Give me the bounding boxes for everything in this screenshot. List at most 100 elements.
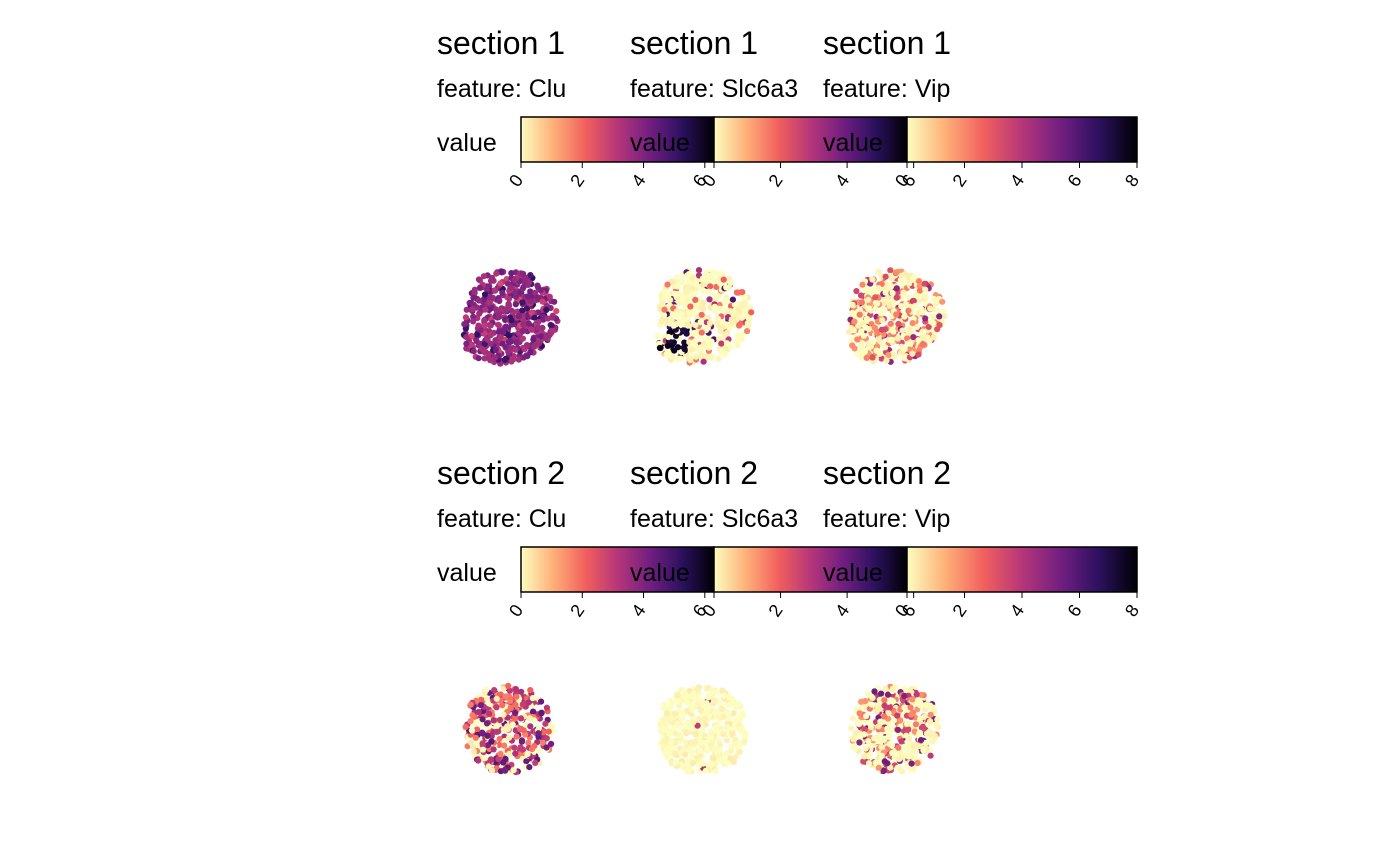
spot	[718, 340, 725, 347]
spot	[689, 706, 696, 713]
spot	[723, 321, 730, 328]
spot	[674, 720, 681, 727]
spot	[736, 748, 744, 756]
spot	[707, 283, 714, 290]
colorbar-title: value	[437, 559, 497, 587]
panel-subtitle: feature: Vip	[823, 75, 950, 103]
spot	[711, 709, 719, 716]
spot	[680, 689, 687, 696]
spot	[662, 717, 669, 724]
spot	[934, 716, 941, 723]
spot	[908, 329, 915, 336]
spot	[894, 712, 901, 719]
spot	[867, 692, 875, 699]
spot	[936, 313, 943, 320]
spot	[909, 350, 916, 357]
spot	[933, 723, 941, 730]
spot	[867, 721, 874, 728]
spot	[691, 694, 698, 701]
spot	[551, 298, 558, 305]
spot	[701, 715, 709, 722]
spot	[914, 759, 921, 767]
spot	[663, 710, 670, 717]
spot	[908, 711, 915, 718]
spot	[483, 720, 491, 727]
spot	[848, 336, 856, 344]
spot	[696, 717, 704, 724]
spot	[705, 338, 712, 345]
spot	[527, 349, 534, 356]
spot	[481, 341, 488, 348]
panel-title: section 1	[630, 25, 758, 61]
spot	[487, 340, 494, 347]
colorbar	[713, 116, 908, 163]
spot	[884, 725, 891, 732]
spot	[506, 750, 513, 758]
spot	[727, 344, 734, 351]
spot	[486, 710, 493, 717]
spot	[916, 283, 923, 290]
spot	[538, 333, 545, 340]
panel-title: section 1	[823, 25, 951, 61]
spot	[700, 760, 707, 767]
spot	[538, 698, 545, 705]
spot	[519, 335, 527, 342]
spot	[887, 267, 894, 274]
spot	[737, 728, 745, 735]
spot	[717, 270, 724, 277]
spot	[468, 727, 476, 734]
spot	[877, 731, 884, 739]
spot	[692, 730, 699, 738]
spot	[475, 297, 483, 304]
spot	[917, 715, 924, 722]
spot	[910, 276, 917, 283]
spot	[499, 328, 506, 335]
spot	[895, 320, 902, 328]
spot	[497, 280, 504, 287]
spot	[487, 331, 494, 338]
spot	[520, 321, 527, 328]
spot	[543, 334, 550, 341]
spot	[919, 309, 927, 316]
spot	[901, 346, 908, 353]
spot	[915, 351, 922, 358]
spot	[661, 306, 668, 313]
spot	[672, 750, 679, 757]
spot	[469, 305, 477, 312]
spot	[922, 739, 929, 747]
spot	[479, 742, 486, 749]
spot	[893, 294, 900, 301]
spot	[527, 298, 534, 305]
spot	[889, 685, 896, 692]
spot	[507, 704, 514, 712]
spot	[887, 282, 895, 290]
spot-scatter	[848, 683, 942, 775]
spot	[895, 744, 902, 751]
spot	[927, 752, 934, 759]
spot	[487, 294, 494, 301]
spot	[884, 691, 892, 698]
colorbar-tick-label: 0	[505, 171, 527, 191]
spot	[703, 739, 710, 746]
spot	[735, 336, 742, 343]
spot	[524, 750, 531, 758]
spot	[539, 739, 547, 746]
spot	[890, 351, 897, 358]
spot	[878, 355, 885, 362]
spot	[891, 755, 898, 762]
spot	[898, 303, 905, 310]
spot	[506, 295, 513, 302]
colorbar-tick-label: 2	[949, 171, 971, 191]
spot	[663, 736, 670, 743]
spot	[930, 334, 937, 341]
spot	[863, 354, 870, 361]
colorbar-tick-label: 2	[949, 601, 971, 621]
spot	[910, 297, 917, 305]
spot	[888, 336, 895, 343]
spot	[882, 344, 889, 351]
spot	[470, 313, 477, 320]
spot	[512, 701, 519, 709]
panel-subtitle: feature: Slc6a3	[630, 505, 798, 533]
